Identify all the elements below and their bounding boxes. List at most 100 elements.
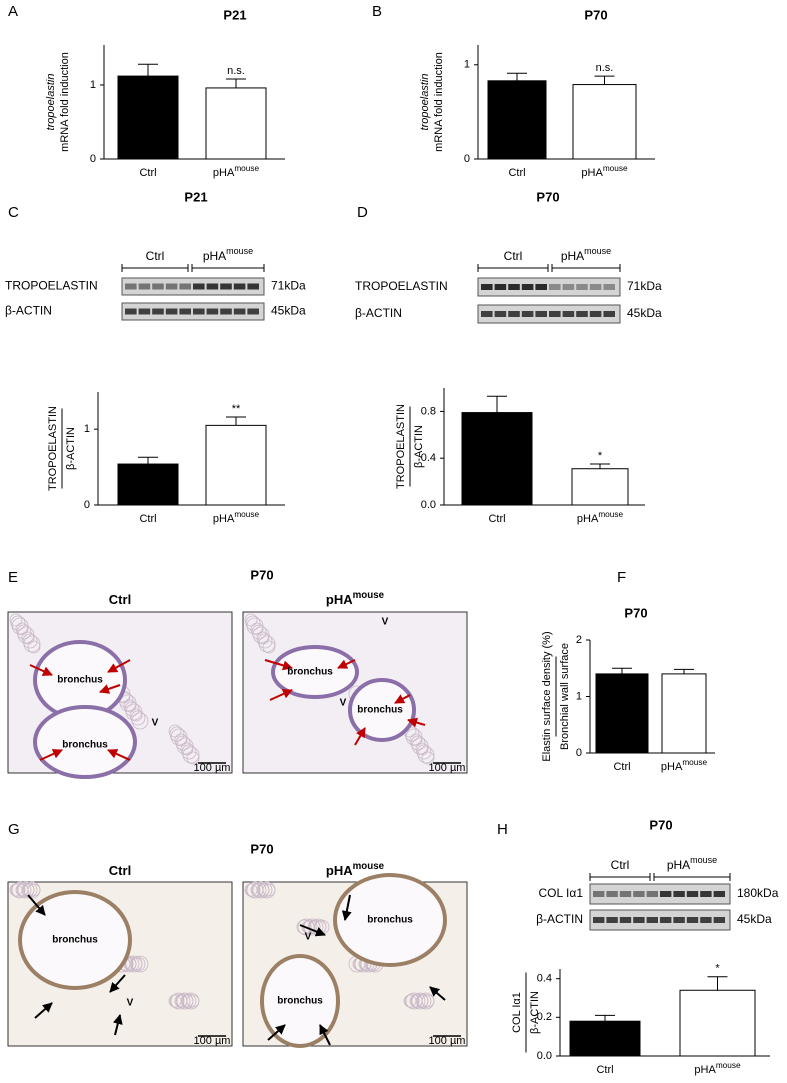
bar <box>571 468 629 506</box>
x-tick-label-sup: mouse <box>598 510 623 519</box>
alveolus <box>124 701 140 717</box>
blot-band <box>179 283 191 290</box>
alveolus <box>27 640 41 654</box>
chart-title: P21 <box>223 7 246 22</box>
image-label-main: pHA <box>326 863 353 878</box>
arrow <box>407 717 426 728</box>
y-label-line: β-ACTIN <box>413 425 425 468</box>
blot-band <box>576 311 588 317</box>
image-label-main: Ctrl <box>109 863 131 878</box>
x-tick-label: Ctrl <box>139 167 156 179</box>
bar <box>679 989 756 1057</box>
x-tick-label-main: Ctrl <box>139 513 156 525</box>
y-axis-label: TROPOELASTIN β-ACTIN <box>47 406 77 491</box>
blot-band <box>152 308 164 315</box>
panel-letter: E <box>8 569 18 586</box>
blot-band <box>247 283 259 290</box>
blot-band <box>233 308 246 315</box>
panel-letter: A <box>8 3 18 20</box>
blot-band <box>606 917 618 923</box>
x-tick-label-main: pHA <box>581 167 603 179</box>
alveolus <box>257 633 273 649</box>
blot-band <box>494 284 507 290</box>
panel-letter: B <box>372 3 382 20</box>
alveolus <box>251 624 267 640</box>
blot-group-label: pHAmouse <box>203 246 253 263</box>
micrograph-label: V <box>127 998 134 1009</box>
x-tick-label: Ctrl <box>139 513 156 525</box>
alveolus <box>257 882 273 898</box>
image-label-sup: mouse <box>353 861 385 872</box>
blot-band <box>633 891 645 897</box>
blot-band <box>165 283 178 290</box>
blot-row-label: COL Iα1 <box>538 886 583 900</box>
bar <box>205 87 267 160</box>
arrow <box>341 894 352 921</box>
arrow <box>39 749 63 761</box>
scale-label: 100 µm <box>194 762 231 774</box>
x-tick-label-main: pHA <box>694 1064 716 1076</box>
arrow <box>299 924 326 937</box>
alveolus <box>182 746 200 764</box>
panel-letter: D <box>357 204 368 221</box>
blot-band <box>589 284 602 290</box>
blot-group-label-sup: mouse <box>226 246 253 256</box>
alveolus <box>410 993 426 1009</box>
panel-letter: G <box>8 821 20 838</box>
micrograph-label: bronchus <box>52 935 98 946</box>
blot-band <box>593 891 605 897</box>
alveolus <box>416 744 432 760</box>
blot-size-label: 180kDa <box>737 886 779 900</box>
blot-size-label: 71kDa <box>627 279 662 293</box>
blot-band <box>220 283 232 290</box>
chart-title: P70 <box>624 605 647 620</box>
arrow <box>107 659 131 673</box>
blot-band <box>606 891 618 897</box>
bar <box>461 412 533 506</box>
micrograph-label: V <box>305 932 312 943</box>
arrow <box>34 1002 53 1019</box>
blot-band <box>673 917 685 923</box>
y-tick-label: 2 <box>576 634 582 646</box>
blot-strip <box>477 277 621 297</box>
blot-group-label-main: Ctrl <box>611 858 630 872</box>
blot-band <box>562 284 575 290</box>
image-label-main: Ctrl <box>109 592 131 607</box>
panel-letter: C <box>8 204 19 221</box>
micrograph-label: bronchus <box>367 915 413 926</box>
blot-group-label: pHAmouse <box>667 855 717 872</box>
bar <box>487 80 547 160</box>
alveolus <box>250 622 264 636</box>
blot-band <box>494 311 507 317</box>
bar <box>205 424 267 506</box>
x-tick-label-sup: mouse <box>716 1061 741 1070</box>
airway <box>333 873 447 967</box>
y-axis-label: Elastin surface density (%) Bronchial wal… <box>541 631 571 761</box>
alveolus <box>21 631 35 645</box>
x-tick-label-main: Ctrl <box>596 1064 613 1076</box>
y-label-line: Bronchial wall surface <box>559 643 571 750</box>
blot-band <box>700 891 712 897</box>
alveolus <box>130 710 146 726</box>
y-tick-label: 1 <box>576 690 582 702</box>
y-tick-label: 0.0 <box>421 499 436 511</box>
y-axis-label: tropoelastin mRNA fold induction <box>45 52 71 152</box>
blot-group-label-main: pHA <box>203 249 226 263</box>
alveolus <box>129 957 143 971</box>
x-tick-label-main: Ctrl <box>139 167 156 179</box>
scale-label: 100 µm <box>194 1035 231 1047</box>
airway <box>18 890 132 990</box>
alveolus <box>180 994 194 1008</box>
arrow <box>319 1024 331 1046</box>
blot-band <box>138 308 151 315</box>
image-label: Ctrl <box>109 592 131 607</box>
alveolus <box>10 615 26 631</box>
alveolus <box>245 882 261 898</box>
alveolus <box>404 993 420 1009</box>
bar <box>117 75 179 160</box>
y-tick-label: 1 <box>90 79 96 91</box>
y-label-line: mRNA fold induction <box>433 52 445 152</box>
y-tick-label: 1 <box>84 423 90 435</box>
micrograph-label: bronchus <box>62 740 108 751</box>
arrow <box>264 659 293 671</box>
